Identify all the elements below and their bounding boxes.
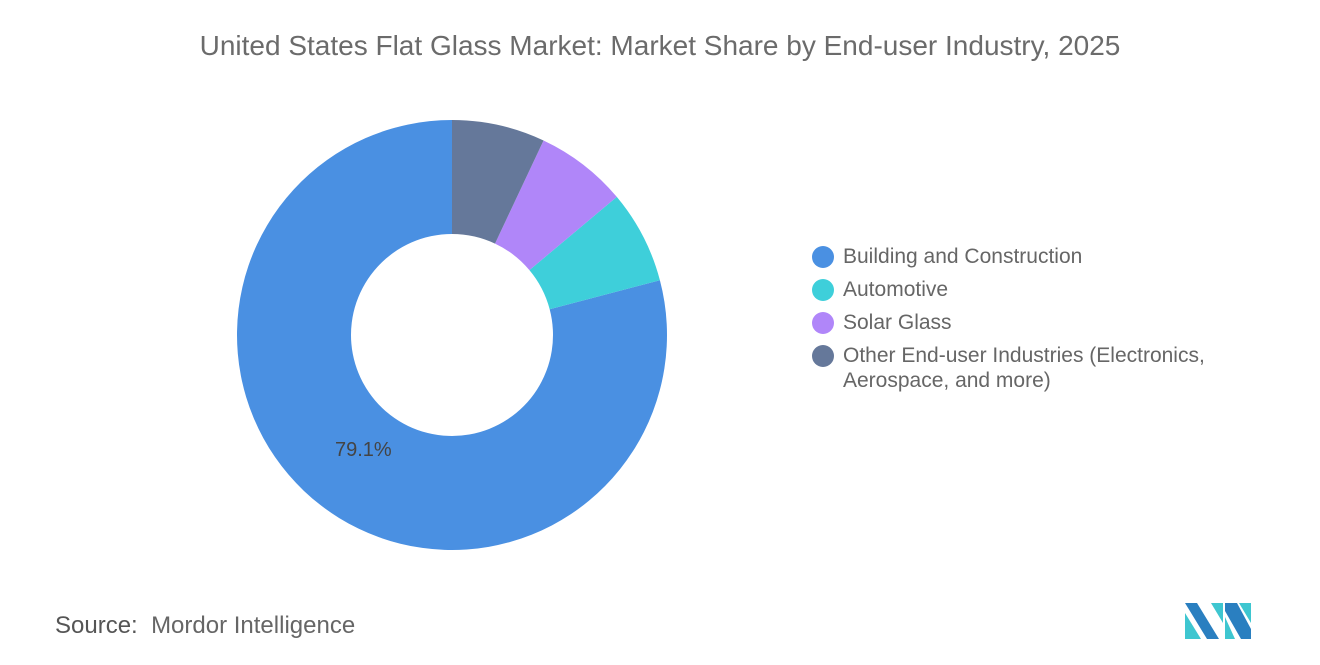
- legend: Building and Construction Automotive Sol…: [812, 244, 1282, 401]
- donut-slice-3: [495, 140, 617, 271]
- donut-chart: 79.1%: [237, 120, 668, 550]
- legend-swatch: [812, 312, 834, 334]
- legend-swatch: [812, 279, 834, 301]
- legend-swatch: [812, 345, 834, 367]
- legend-item-solar: Solar Glass: [812, 310, 1282, 335]
- source-note: Source: Mordor Intelligence: [55, 612, 355, 640]
- source-label: Source:: [55, 612, 138, 639]
- legend-label: Other End-user Industries (Electronics, …: [843, 344, 1205, 392]
- donut-slice-2: [529, 196, 660, 310]
- chart-title: United States Flat Glass Market: Market …: [199, 30, 1121, 61]
- source-value: Mordor Intelligence: [151, 612, 356, 639]
- legend-label: Solar Glass: [843, 311, 952, 334]
- mordor-logo: [1185, 603, 1251, 639]
- data-label: 79.1%: [335, 439, 392, 461]
- donut-slice-4: [452, 120, 544, 244]
- legend-item-automotive: Automotive: [812, 277, 1282, 302]
- legend-label: Building and Construction: [843, 245, 1083, 268]
- legend-label: Automotive: [843, 278, 949, 301]
- legend-item-other: Other End-user Industries (Electronics, …: [812, 343, 1282, 393]
- donut-slice-1: [237, 120, 668, 550]
- legend-item-building: Building and Construction: [812, 244, 1282, 269]
- legend-swatch: [812, 246, 834, 268]
